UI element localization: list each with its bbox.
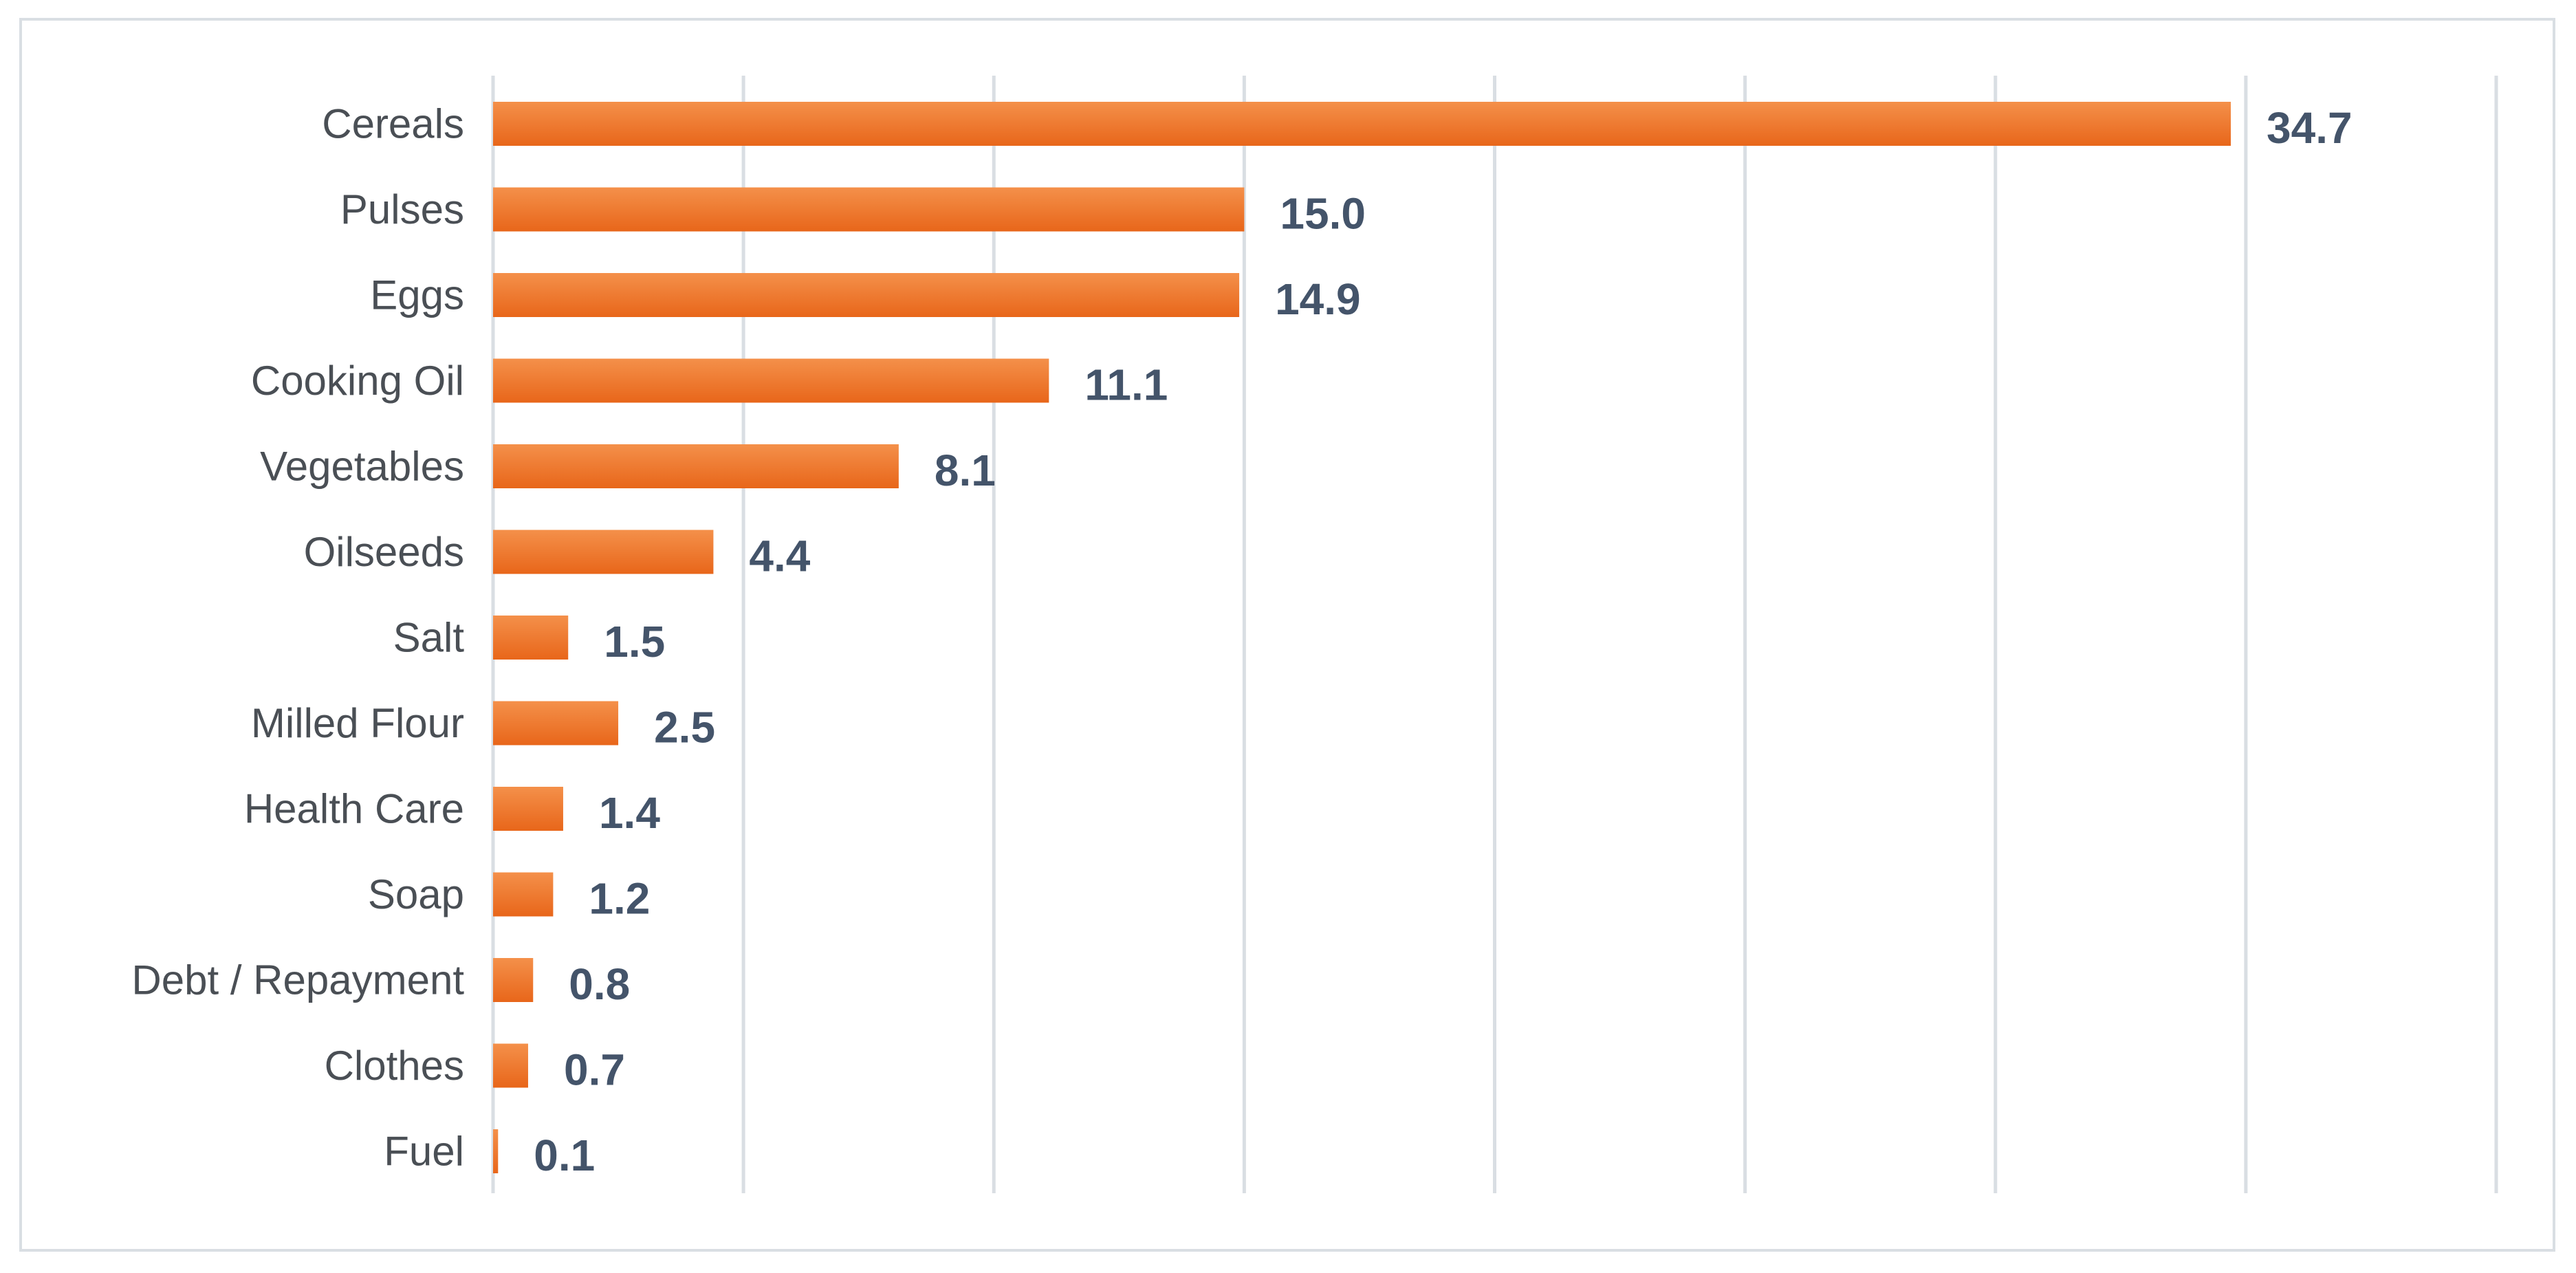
- category-label: Clothes: [325, 1043, 464, 1089]
- value-label: 0.8: [569, 959, 630, 1009]
- bar-clothes: [493, 1043, 528, 1088]
- category-labels: Cereals Pulses Eggs Cooking Oil Vegetables Oi…: [131, 101, 464, 1175]
- category-label: Debt / Repayment: [131, 957, 464, 1003]
- category-label: Eggs: [370, 272, 464, 318]
- category-label: Vegetables: [260, 444, 464, 490]
- bar-eggs: [493, 273, 1240, 317]
- bar-fuel: [493, 1129, 499, 1173]
- category-label: Oilseeds: [304, 529, 464, 575]
- gridlines: [491, 76, 2498, 1193]
- value-label: 15.0: [1280, 189, 1366, 239]
- bar-health-care: [493, 787, 563, 831]
- category-label: Fuel: [384, 1129, 464, 1175]
- category-label: Soap: [368, 871, 464, 917]
- value-label: 1.5: [604, 617, 665, 666]
- bar-cereals: [493, 102, 2231, 146]
- bar-debt-repayment: [493, 958, 534, 1002]
- chart-frame: Cereals Pulses Eggs Cooking Oil Vegetables Oi…: [19, 18, 2555, 1252]
- category-label: Cereals: [322, 101, 464, 147]
- category-label: Health Care: [244, 786, 464, 832]
- value-label: 1.4: [599, 788, 660, 838]
- bar-pulses: [493, 187, 1245, 232]
- category-label: Cooking Oil: [251, 358, 464, 404]
- bar-cooking-oil: [493, 358, 1049, 403]
- bar-salt: [493, 616, 569, 660]
- value-label: 8.1: [935, 446, 996, 495]
- bars: [493, 102, 2231, 1173]
- value-label: 4.4: [749, 532, 810, 581]
- value-label: 0.1: [534, 1131, 595, 1180]
- category-label: Milled Flour: [251, 700, 464, 746]
- bar-soap: [493, 872, 554, 917]
- bar-oilseeds: [493, 530, 714, 574]
- category-label: Pulses: [340, 186, 464, 232]
- bar-milled-flour: [493, 701, 619, 746]
- value-label: 34.7: [2267, 103, 2353, 153]
- value-label: 2.5: [654, 703, 715, 752]
- bar-chart: Cereals Pulses Eggs Cooking Oil Vegetables Oi…: [131, 76, 2498, 1193]
- value-label: 14.9: [1275, 274, 1361, 324]
- value-label: 0.7: [564, 1045, 625, 1095]
- bar-vegetables: [493, 444, 899, 488]
- value-label: 11.1: [1084, 360, 1168, 410]
- value-labels: 34.7 15.0 14.9 11.1 8.1 4.4 1.5 2.5 1.4 1.2 0.8 0.7…: [534, 103, 2352, 1180]
- category-label: Salt: [393, 615, 465, 661]
- value-label: 1.2: [589, 874, 650, 924]
